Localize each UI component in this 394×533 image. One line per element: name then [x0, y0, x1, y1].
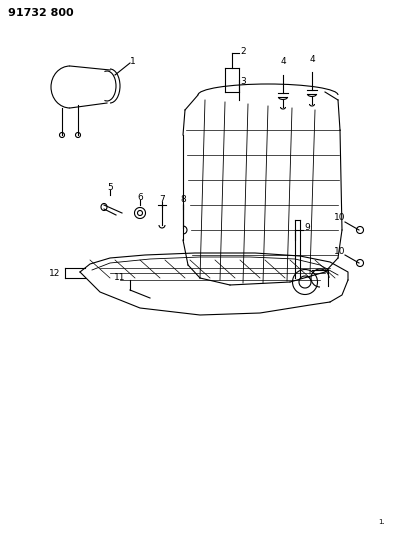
Text: 5: 5 — [107, 183, 113, 192]
Text: 7: 7 — [159, 195, 165, 204]
Text: 6: 6 — [137, 192, 143, 201]
Text: 3: 3 — [240, 77, 246, 86]
Text: 8: 8 — [180, 196, 186, 205]
Text: 2: 2 — [240, 46, 246, 55]
Text: 10: 10 — [334, 214, 346, 222]
Text: 1: 1 — [130, 56, 136, 66]
Text: 12: 12 — [49, 269, 61, 278]
Text: 91732 800: 91732 800 — [8, 8, 74, 18]
Text: 9: 9 — [304, 223, 310, 232]
Text: 4: 4 — [309, 54, 315, 63]
Text: 1.: 1. — [378, 519, 385, 525]
Text: 11: 11 — [114, 273, 126, 282]
Text: 4: 4 — [280, 58, 286, 67]
Text: 10: 10 — [334, 246, 346, 255]
